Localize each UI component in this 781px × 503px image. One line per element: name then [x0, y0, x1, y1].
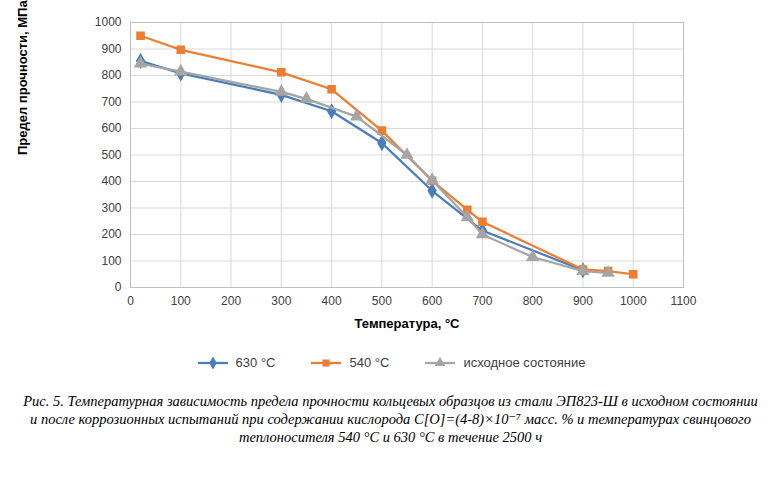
html-text:540 °С: 540 °С	[349, 355, 390, 370]
svg-text:200: 200	[101, 227, 121, 241]
svg-text:100: 100	[101, 254, 121, 268]
html-text:Рис. 5. Температурная зависимо: Рис. 5. Температурная зависимость предел…	[23, 393, 758, 445]
svg-text:1000: 1000	[620, 294, 647, 308]
svg-text:200: 200	[221, 294, 241, 308]
svg-text:Предел прочности, МПа: Предел прочности, МПа	[15, 0, 30, 155]
svg-text:600: 600	[422, 294, 442, 308]
svg-text:400: 400	[101, 174, 121, 188]
svg-text:900: 900	[573, 294, 593, 308]
svg-text:0: 0	[115, 280, 122, 294]
html-text:исходное состояние: исходное состояние	[463, 355, 586, 370]
svg-text:300: 300	[101, 201, 121, 215]
svg-text:600: 600	[101, 121, 121, 135]
svg-text:800: 800	[523, 294, 543, 308]
svg-text:500: 500	[101, 148, 121, 162]
svg-text:500: 500	[372, 294, 392, 308]
svg-text:Температура, °С: Температура, °С	[355, 316, 461, 331]
svg-text:1000: 1000	[95, 15, 122, 29]
html-text:630 °С: 630 °С	[235, 355, 276, 370]
svg-text:800: 800	[101, 68, 121, 82]
svg-text:400: 400	[322, 294, 342, 308]
svg-text:300: 300	[271, 294, 291, 308]
svg-text:900: 900	[101, 42, 121, 56]
svg-text:100: 100	[171, 294, 191, 308]
svg-text:1100: 1100	[671, 294, 697, 308]
svg-text:700: 700	[101, 95, 121, 109]
svg-text:0: 0	[127, 294, 134, 308]
svg-text:700: 700	[472, 294, 492, 308]
